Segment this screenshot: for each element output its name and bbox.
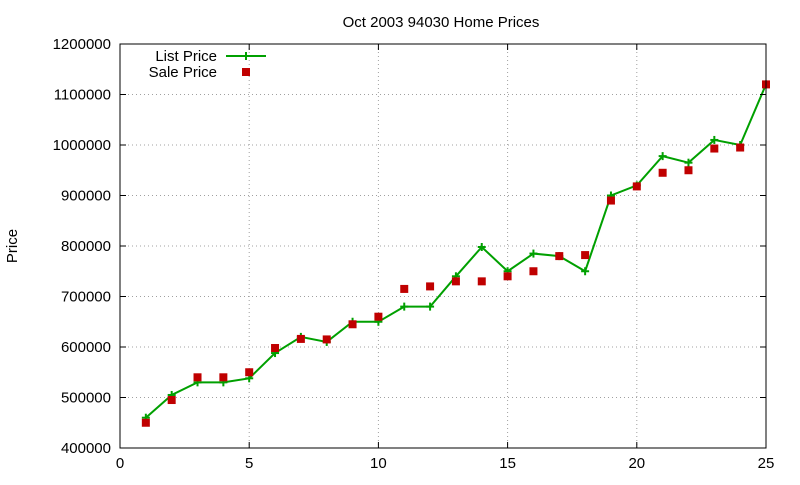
legend-square-marker	[242, 68, 250, 76]
axis-ticks: 400000 500000 600000 700000 800000 900000 1000…	[53, 36, 775, 472]
sale-price-point	[555, 252, 564, 261]
sale-price-point	[296, 334, 305, 343]
y-tick-label: 400000	[61, 440, 111, 457]
sale-price-point	[219, 373, 228, 382]
sale-price-point	[581, 251, 590, 260]
list-price-point	[581, 267, 590, 276]
x-tick-label: 5	[245, 455, 253, 472]
sale-price-point	[400, 284, 409, 293]
chart-title: Oct 2003 94030 Home Prices	[343, 14, 540, 31]
list-price-point	[658, 152, 667, 161]
grid-lines	[120, 44, 766, 448]
list-price-line	[145, 84, 767, 419]
list-price-point	[529, 249, 538, 258]
list-price-point	[684, 158, 693, 167]
sale-price-point	[374, 312, 383, 321]
list-price-point	[400, 302, 409, 311]
y-tick-label: 700000	[61, 289, 111, 306]
x-tick-label: 10	[370, 455, 387, 472]
list-price-point	[477, 243, 486, 252]
sale-price-point	[245, 368, 254, 377]
x-tick-label: 20	[628, 455, 645, 472]
sale-price-point	[271, 344, 280, 353]
sale-price-point	[167, 396, 176, 405]
sale-price-point	[193, 373, 202, 382]
series-1	[141, 80, 770, 427]
legend-label: Sale Price	[149, 64, 217, 81]
sale-price-point	[322, 335, 331, 344]
y-tick-label: 1200000	[53, 36, 111, 53]
list-price-point	[426, 302, 435, 311]
sale-price-point	[710, 144, 719, 153]
sale-price-point	[684, 166, 693, 175]
y-tick-label: 900000	[61, 188, 111, 205]
sale-price-point	[503, 272, 512, 281]
legend-item-1: Sale Price	[149, 64, 250, 81]
y-axis-label: Price	[4, 229, 21, 263]
y-tick-label: 1000000	[53, 137, 111, 154]
y-tick-label: 600000	[61, 339, 111, 356]
series-group	[141, 80, 770, 427]
legend-label: List Price	[155, 48, 217, 65]
sale-price-point	[426, 282, 435, 291]
sale-price-point	[348, 320, 357, 329]
x-tick-label: 25	[758, 455, 775, 472]
sale-price-point	[632, 182, 641, 191]
y-tick-label: 500000	[61, 390, 111, 407]
sale-price-point	[658, 168, 667, 177]
sale-price-point	[477, 277, 486, 286]
sale-price-point	[736, 143, 745, 152]
sale-price-point	[451, 277, 460, 286]
sale-price-point	[606, 196, 615, 205]
x-tick-label: 0	[116, 455, 124, 472]
legend-cross-marker	[242, 52, 250, 60]
sale-price-point	[141, 418, 150, 427]
list-price-point	[710, 135, 719, 144]
y-tick-label: 1100000	[54, 87, 111, 104]
y-tick-label: 800000	[61, 238, 111, 255]
legend-item-0: List Price	[155, 48, 266, 65]
x-tick-label: 15	[499, 455, 516, 472]
sale-price-point	[529, 267, 538, 276]
series-0	[141, 80, 770, 422]
